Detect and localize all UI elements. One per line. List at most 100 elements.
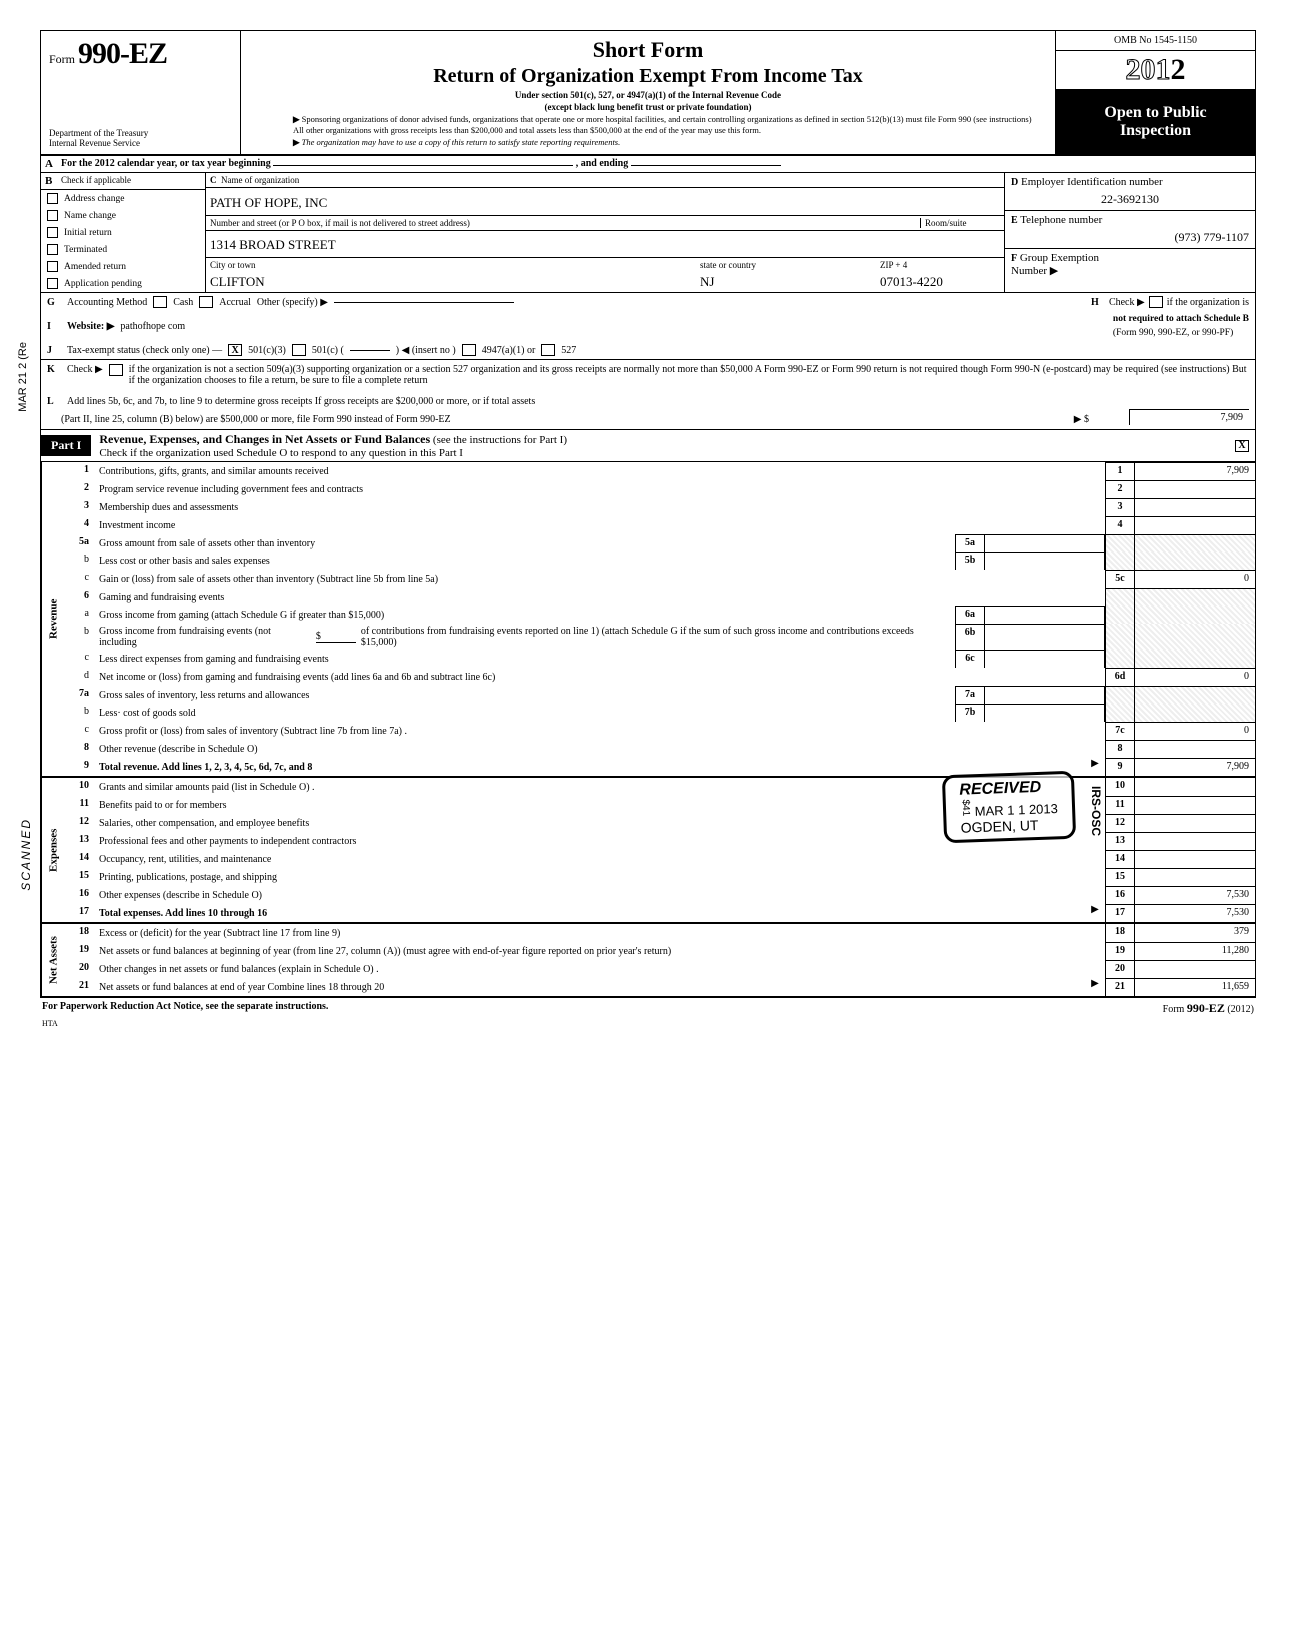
line-text: Excess or (deficit) for the year (Subtra… (95, 924, 1105, 942)
line-text: Salaries, other compensation, and employ… (95, 814, 1105, 832)
line-text: Other changes in net assets or fund bala… (95, 960, 1105, 978)
checkbox[interactable] (47, 278, 58, 289)
form-number: Form 990-EZ (49, 37, 232, 71)
l-text1: Add lines 5b, 6c, and 7b, to line 9 to d… (67, 396, 535, 407)
line-11: 11Benefits paid to or for members11 (65, 796, 1255, 814)
checkbox[interactable] (47, 227, 58, 238)
527-checkbox[interactable] (541, 344, 555, 356)
other-specify-field[interactable] (334, 302, 514, 303)
part1-tag: Part I (41, 435, 91, 456)
city-hd-s: state or country (700, 260, 880, 270)
line-text: Other expenses (describe in Schedule O) (95, 886, 1105, 904)
line-amount: 7,909 (1135, 462, 1255, 480)
city-state-zip: CLIFTON NJ 07013-4220 (206, 272, 1004, 292)
checkbox[interactable] (47, 261, 58, 272)
k-text2: if the organization is not a section 509… (129, 364, 1249, 386)
line-text: Less· cost of goods sold (95, 704, 955, 722)
year-begin-field[interactable] (273, 165, 573, 166)
line-7c: cGross profit or (loss) from sales of in… (65, 722, 1255, 740)
col-b-label: B (41, 173, 59, 189)
line-amount: 7,530 (1135, 886, 1255, 904)
line-text: Grants and similar amounts paid (list in… (95, 778, 1105, 796)
paperwork-notice: For Paperwork Reduction Act Notice, see … (42, 1001, 1163, 1016)
501c-label: 501(c) ( (312, 345, 344, 356)
cash-checkbox[interactable] (153, 296, 167, 308)
line-6c: cLess direct expenses from gaming and fu… (65, 650, 1255, 668)
net-assets-section: Net Assets 18Excess or (deficit) for the… (41, 924, 1255, 997)
open-line2: Inspection (1060, 122, 1251, 140)
h-text2: if the organization is (1167, 297, 1249, 308)
line-4: 4Investment income4 (65, 516, 1255, 534)
year-mid: 01 (1141, 53, 1171, 86)
line-text: Gaming and fundraising events (95, 588, 1105, 606)
line-text: Less cost or other basis and sales expen… (95, 552, 955, 570)
line-amount (1135, 832, 1255, 850)
line-6: 6Gaming and fundraising events (65, 588, 1255, 606)
line-text: Printing, publications, postage, and shi… (95, 868, 1105, 886)
year-end-field[interactable] (631, 165, 781, 166)
note1-text: Sponsoring organizations of donor advise… (293, 114, 1032, 135)
d-text: Employer Identification number (1021, 176, 1163, 188)
checkbox[interactable] (47, 244, 58, 255)
accrual-checkbox[interactable] (199, 296, 213, 308)
line-text: Contributions, gifts, grants, and simila… (95, 462, 1105, 480)
form-990ez: Form 990-EZ Department of the Treasury I… (40, 30, 1256, 998)
line-text: Less direct expenses from gaming and fun… (95, 650, 955, 668)
city: CLIFTON (210, 274, 700, 290)
line-text: Investment income (95, 516, 1105, 534)
chk-initial-return: Initial return (41, 224, 205, 241)
line-20: 20Other changes in net assets or fund ba… (65, 960, 1255, 978)
row-l: L Add lines 5b, 6c, and 7b, to line 9 to… (41, 392, 1255, 430)
header-right: OMB No 1545-1150 2012 Open to Public Ins… (1055, 31, 1255, 154)
checkbox[interactable] (47, 210, 58, 221)
e-text: Telephone number (1020, 214, 1102, 226)
l-label: L (47, 396, 61, 407)
line-text: Benefits paid to or for members (95, 796, 1105, 814)
scanned-stamp: SCANNED (19, 818, 33, 891)
line-text: Other revenue (describe in Schedule O) (95, 740, 1105, 758)
501c-no-field[interactable] (350, 350, 390, 351)
revenue-section: MAR 21 2 (Re Revenue 1Contributions, gif… (41, 462, 1255, 778)
section-e: E Telephone number (973) 779-1107 (1005, 211, 1255, 249)
h-continued: not required to attach Schedule B (Form … (1113, 314, 1249, 338)
year-prefix: 2 (1126, 53, 1141, 86)
chk-terminated: Terminated (41, 241, 205, 258)
4947-checkbox[interactable] (462, 344, 476, 356)
row-i: I Website: ▶ pathofhope com not required… (41, 311, 1255, 341)
part1-title-bold: Revenue, Expenses, and Changes in Net As… (99, 432, 430, 446)
j-text: Tax-exempt status (check only one) — (67, 345, 222, 356)
line-6b: bGross income from fundraising events (n… (65, 624, 1255, 650)
main-title: Return of Organization Exempt From Incom… (253, 65, 1043, 88)
chk-address-change: Address change (41, 190, 205, 207)
501c3-checkbox[interactable]: X (228, 344, 242, 356)
line-text: Gross sales of inventory, less returns a… (95, 686, 955, 704)
short-form-title: Short Form (253, 37, 1043, 63)
k-label: K (47, 364, 61, 386)
part1-checkbox[interactable]: X (1235, 440, 1249, 452)
street-address: 1314 BROAD STREET (206, 231, 1004, 259)
527-label: 527 (561, 345, 576, 356)
line-14: 14Occupancy, rent, utilities, and mainte… (65, 850, 1255, 868)
line-2: 2Program service revenue including gover… (65, 480, 1255, 498)
accrual-label: Accrual (219, 297, 251, 308)
h-checkbox[interactable] (1149, 296, 1163, 308)
checkbox[interactable] (47, 193, 58, 204)
chk-label: Amended return (64, 262, 126, 272)
part1-sub: Check if the organization used Schedule … (99, 447, 463, 459)
line-amount: 0 (1135, 570, 1255, 588)
page-footer: For Paperwork Reduction Act Notice, see … (40, 998, 1256, 1019)
f-label: F (1011, 253, 1017, 264)
row-h: H Check ▶ if the organization is (1091, 296, 1249, 308)
line-7a: 7aGross sales of inventory, less returns… (65, 686, 1255, 704)
line-7b: bLess· cost of goods sold7b (65, 704, 1255, 722)
line-amount (1135, 850, 1255, 868)
line-text: Occupancy, rent, utilities, and maintena… (95, 850, 1105, 868)
501c-checkbox[interactable] (292, 344, 306, 356)
other-label: Other (specify) ▶ (257, 297, 328, 308)
k-checkbox[interactable] (109, 364, 123, 376)
line-text: Total expenses. Add lines 10 through 16 (95, 904, 1085, 922)
g-label: G (47, 297, 61, 308)
row-a-label: A (41, 156, 59, 172)
line-3: 3Membership dues and assessments3 (65, 498, 1255, 516)
part1-header: Part I Revenue, Expenses, and Changes in… (41, 430, 1255, 462)
